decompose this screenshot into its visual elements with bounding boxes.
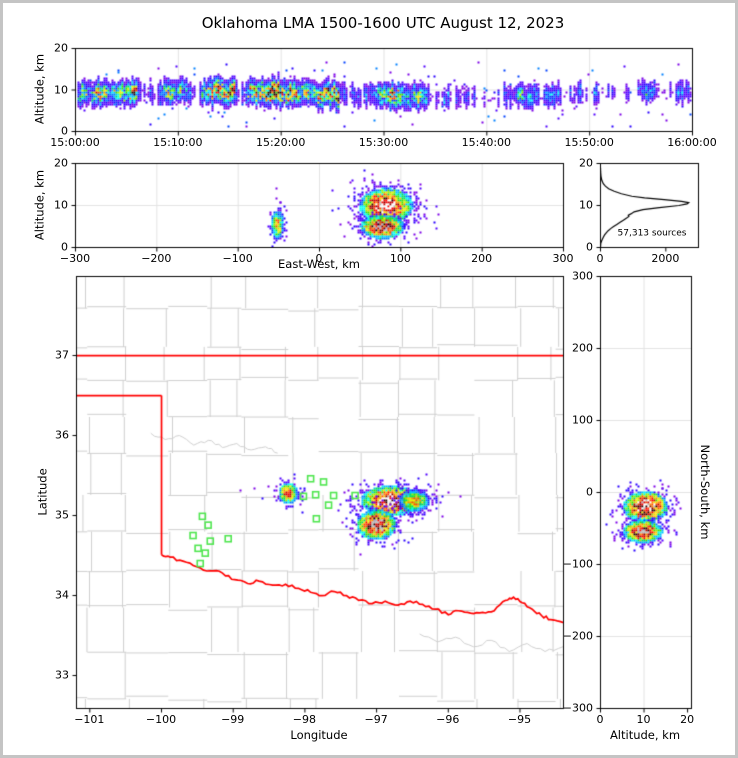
map-ylabel: Latitude xyxy=(35,468,50,516)
tick-label: 15:40:00 xyxy=(461,136,512,149)
tick-label: −98 xyxy=(292,713,317,726)
figure-title: Oklahoma LMA 1500-1600 UTC August 12, 20… xyxy=(201,14,565,32)
tick-label: 15:30:00 xyxy=(358,136,409,149)
tick-label: 33 xyxy=(55,668,69,682)
ew-height-ylabel: Altitude, km xyxy=(32,169,47,241)
tick-label: 100 xyxy=(572,413,593,427)
tick-label: 36 xyxy=(55,428,69,442)
plot-canvas xyxy=(3,3,735,755)
tick-label: 20 xyxy=(54,41,68,55)
tick-label: 15:20:00 xyxy=(255,136,306,149)
tick-label: 15:00:00 xyxy=(50,136,100,149)
map-xlabel: Longitude xyxy=(290,728,348,742)
tick-label: 10 xyxy=(579,198,593,212)
tick-label: 0 xyxy=(596,713,604,726)
tick-label: −300 xyxy=(59,252,91,265)
tick-label: −100 xyxy=(145,713,177,726)
ns-height-xlabel: Altitude, km xyxy=(609,728,681,742)
tick-label: −96 xyxy=(436,713,460,726)
tick-label: 0 xyxy=(61,124,68,138)
tick-label: 2000 xyxy=(651,252,680,265)
tick-label: 10 xyxy=(54,83,68,96)
tick-label: 0 xyxy=(315,252,323,265)
tick-label: 300 xyxy=(552,252,574,265)
tick-label: −100 xyxy=(222,252,253,265)
tick-label: −200 xyxy=(562,629,593,643)
ns-height-ylabel: North-South, km xyxy=(697,444,712,540)
tick-label: 0 xyxy=(596,252,604,265)
tick-label: 20 xyxy=(680,713,695,726)
tick-label: 200 xyxy=(471,252,493,265)
tick-label: 37 xyxy=(55,348,69,362)
tick-label: 200 xyxy=(572,341,593,355)
tick-label: 16:00:00 xyxy=(667,136,717,149)
tick-label: −97 xyxy=(364,713,388,726)
tick-label: −95 xyxy=(507,713,532,726)
tick-label: 34 xyxy=(55,588,69,602)
tick-label: 35 xyxy=(55,508,69,522)
tick-label: 0 xyxy=(586,240,593,254)
tick-label: −100 xyxy=(562,557,593,571)
tick-label: 15:10:00 xyxy=(153,136,203,149)
tick-label: −99 xyxy=(221,713,245,726)
tick-label: 0 xyxy=(586,485,593,499)
tick-label: 0 xyxy=(61,240,68,254)
tick-label: 100 xyxy=(389,252,411,265)
tick-label: 20 xyxy=(54,156,68,170)
time-height-ylabel: Altitude, km xyxy=(32,53,47,125)
tick-label: 10 xyxy=(636,713,651,726)
tick-label: 300 xyxy=(572,269,593,283)
tick-label: 15:50:00 xyxy=(564,136,614,149)
tick-label: 10 xyxy=(54,198,68,212)
tick-label: 20 xyxy=(579,156,593,170)
source-count-annotation: 57,313 sources xyxy=(617,228,687,239)
tick-label: −300 xyxy=(562,701,593,715)
tick-label: −101 xyxy=(74,713,105,726)
tick-label: −200 xyxy=(141,252,172,265)
ew-height-xlabel: East-West, km xyxy=(278,257,360,271)
